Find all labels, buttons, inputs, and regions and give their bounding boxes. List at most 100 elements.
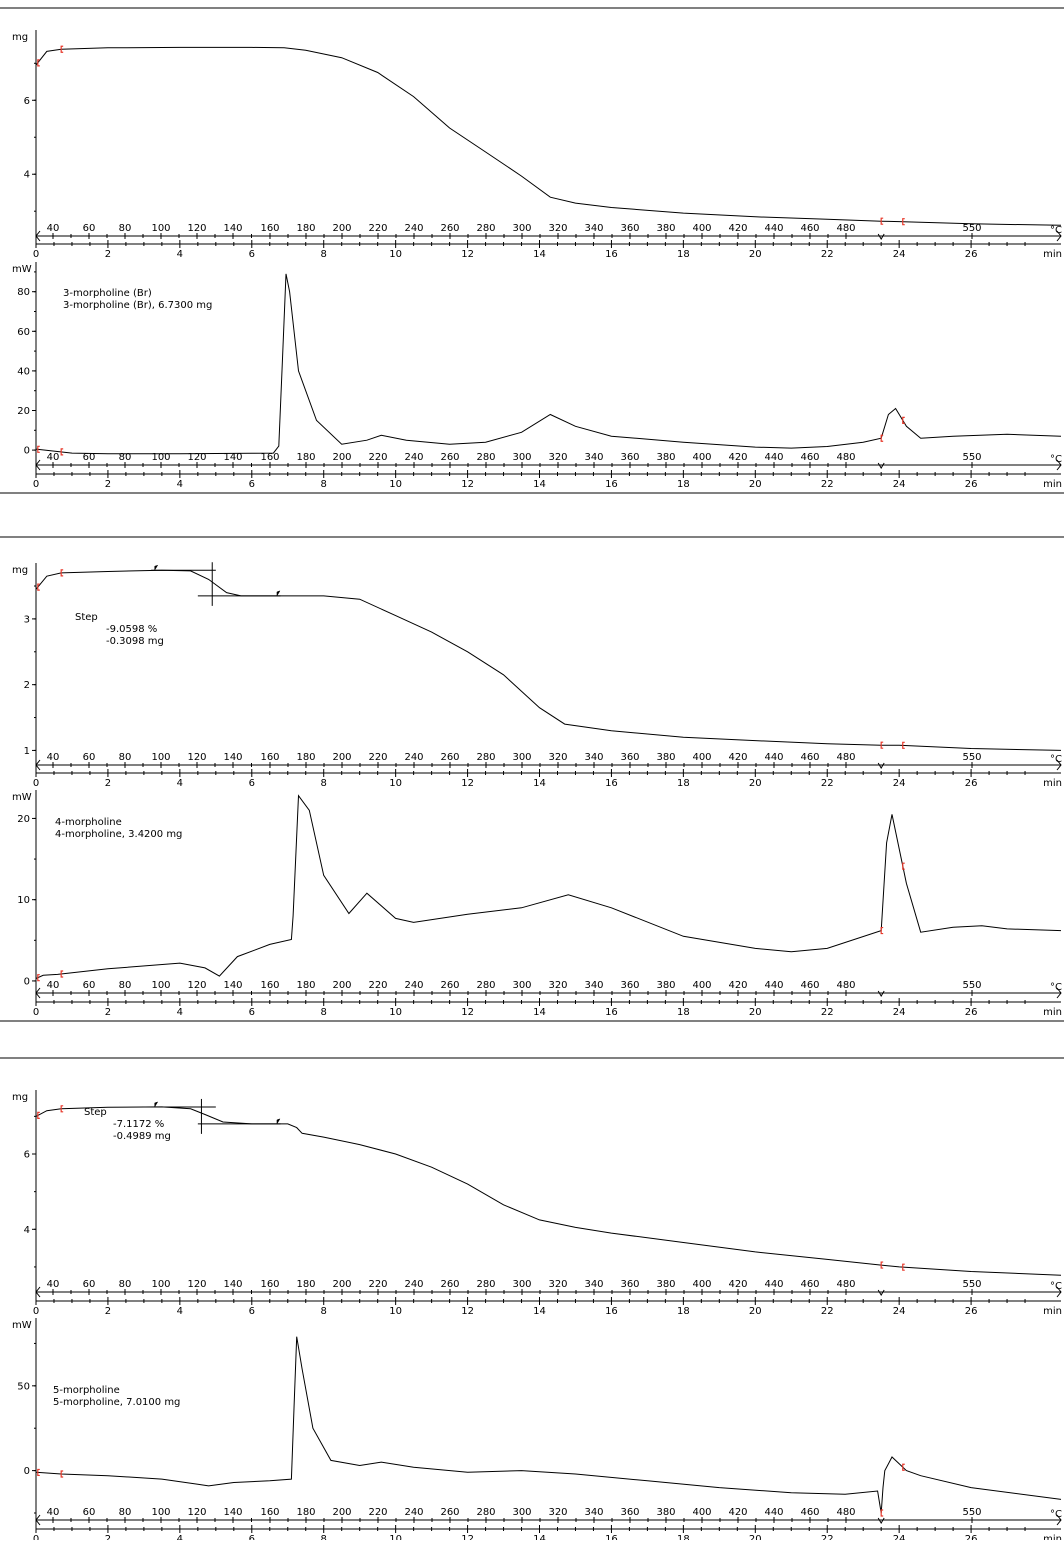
temp-tick-label: 400 [692,223,711,234]
temp-tick-label: 220 [368,980,387,991]
temp-tick-label: 460 [800,980,819,991]
time-tick-label: 6 [249,778,255,789]
y-tick-label: 20 [17,814,30,825]
segment-bracket [881,928,883,934]
time-tick-label: 26 [965,1534,978,1540]
annotation-text: 4-morpholine, 3.4200 mg [55,829,182,840]
temp-tick-label: 200 [332,223,351,234]
y-axis-unit: mW [12,1320,32,1331]
time-tick-label: 8 [321,1534,327,1540]
time-tick-label: 6 [249,479,255,490]
time-tick-label: 6 [249,1306,255,1317]
temp-tick-label: 380 [656,980,675,991]
time-tick-label: 22 [821,1534,834,1540]
mass-curve [36,1107,1061,1275]
y-tick-label: 6 [24,96,30,107]
temp-tick-label: 340 [584,1507,603,1518]
temp-tick-label: 550 [962,1279,981,1290]
time-tick-label: 12 [461,778,474,789]
temp-tick-label: 80 [119,223,132,234]
time-tick-label: 12 [461,1534,474,1540]
temp-tick-label: 440 [764,752,783,763]
y-tick-label: 60 [17,327,30,338]
time-tick-label: 10 [389,1306,402,1317]
temp-tick-label: 160 [260,752,279,763]
temp-tick-label: 180 [296,1507,315,1518]
temp-tick-label: 420 [728,452,747,463]
temp-tick-label: 60 [83,752,96,763]
temp-tick-label: 140 [223,223,242,234]
temp-tick-label: 40 [47,752,60,763]
temp-tick-label: 140 [223,1279,242,1290]
temp-tick-label: 480 [836,752,855,763]
temp-tick-label: 160 [260,1507,279,1518]
y-tick-label: 4 [24,170,30,181]
time-tick-label: 0 [33,1007,39,1018]
time-tick-label: 12 [461,1306,474,1317]
time-tick-label: 20 [749,1306,762,1317]
temp-tick-label: 80 [119,980,132,991]
temp-tick-label: 260 [440,752,459,763]
temp-tick-label: 440 [764,223,783,234]
time-tick-label: 4 [177,249,183,260]
time-axis-unit: min [1043,1007,1062,1018]
temp-tick-label: 220 [368,1279,387,1290]
time-tick-label: 18 [677,778,690,789]
time-tick-label: 10 [389,479,402,490]
temp-tick-label: 550 [962,223,981,234]
time-tick-label: 2 [105,1007,111,1018]
temp-tick-label: 400 [692,452,711,463]
temp-tick-label: 550 [962,752,981,763]
dsc-panel: mW50040 60 80 100 120 140 160 180 200 220 240 260 28… [12,1318,1062,1540]
temp-tick-label: 120 [187,1507,206,1518]
time-tick-label: 14 [533,249,546,260]
time-tick-label: 18 [677,1534,690,1540]
temp-tick-label: 440 [764,1279,783,1290]
temp-tick-label: 200 [332,1279,351,1290]
temp-tick-label: 280 [476,752,495,763]
temp-tick-label: 220 [368,752,387,763]
temp-tick-label: 360 [620,452,639,463]
temp-tick-label: 320 [548,752,567,763]
temp-tick-label: 240 [404,223,423,234]
temp-axis-unit: °C [1050,454,1062,465]
tga-panel: mg32140 60 80 100 120 140 160 180 200 220 240 260 28… [12,562,1062,789]
time-tick-label: 14 [533,778,546,789]
temp-tick-label: 180 [296,223,315,234]
time-tick-label: 2 [105,1306,111,1317]
time-tick-label: 26 [965,479,978,490]
time-tick-label: 6 [249,1007,255,1018]
annotation-text: 5-morpholine [53,1385,120,1396]
time-tick-label: 22 [821,1007,834,1018]
time-tick-label: 16 [605,778,618,789]
time-tick-label: 24 [893,1007,906,1018]
temp-tick-label: 480 [836,1279,855,1290]
step-flag [277,1119,280,1124]
temp-tick-label: 120 [187,980,206,991]
temp-tick-label: 140 [223,980,242,991]
time-tick-label: 20 [749,1007,762,1018]
mass-curve [36,47,1061,225]
time-tick-label: 6 [249,1534,255,1540]
time-tick-label: 4 [177,1306,183,1317]
temp-tick-label: 240 [404,752,423,763]
mass-curve [36,570,1061,750]
temp-tick-label: 280 [476,452,495,463]
time-tick-label: 10 [389,1534,402,1540]
heat-flow-curve [36,1337,1061,1513]
temp-axis-unit: °C [1050,1281,1062,1292]
annotation-text: 3-morpholine (Br), 6.7300 mg [63,300,212,311]
y-axis-unit: mg [12,1092,28,1103]
time-tick-label: 16 [605,1306,618,1317]
time-tick-label: 24 [893,1306,906,1317]
time-tick-label: 0 [33,778,39,789]
temp-axis-unit: °C [1050,982,1062,993]
time-tick-label: 22 [821,479,834,490]
time-tick-label: 4 [177,778,183,789]
temp-tick-label: 200 [332,752,351,763]
temp-tick-label: 360 [620,1507,639,1518]
temp-tick-label: 60 [83,1507,96,1518]
